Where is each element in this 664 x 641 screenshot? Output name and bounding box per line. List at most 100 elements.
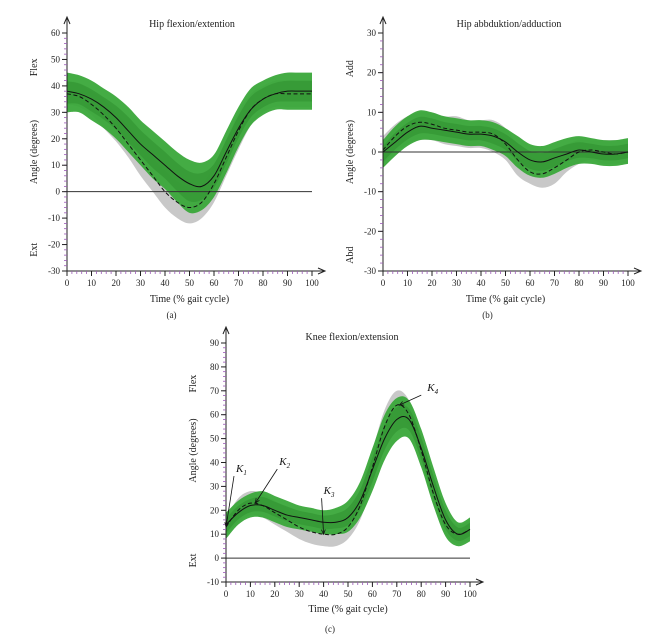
y-axis-bottom-label-c: Ext — [188, 553, 199, 567]
y-axis-top-label-b: Add — [345, 60, 356, 77]
annotation-arrow-0 — [225, 475, 235, 528]
x-tick-label-a: 30 — [136, 278, 146, 288]
x-tick-label-c: 20 — [270, 589, 280, 599]
annotation-arrow-1 — [254, 468, 278, 504]
annotation-label-0: K1 — [235, 463, 247, 477]
x-tick-label-b: 80 — [575, 278, 585, 288]
y-tick-label-a: 50 — [51, 54, 61, 64]
solid-series-line-c — [225, 415, 471, 535]
y-tick-label-a: 60 — [51, 28, 61, 38]
y-tick-label-b: 30 — [367, 28, 377, 38]
x-axis-arrow-b — [633, 267, 643, 275]
x-tick-label-b: 40 — [477, 278, 487, 288]
annotation-arrow-2 — [321, 498, 324, 535]
x-tick-label-b: 50 — [501, 278, 511, 288]
annotation-subscript-2: 3 — [330, 491, 335, 499]
y-axis-bottom-label-a: Ext — [29, 243, 40, 257]
dashed-series-line-a — [66, 92, 312, 209]
dashed-series-line-b — [382, 121, 629, 175]
y-tick-label-c: 40 — [210, 458, 220, 468]
x-tick-label-a: 60 — [210, 278, 220, 288]
chart-a: -30 -20 -10 0 10 20 30 40 50 60 0 10 20 30 40 50 60 70 80 9… — [29, 15, 327, 320]
y-tick-label-c: 10 — [210, 529, 220, 539]
y-tick-label-c: 90 — [210, 338, 220, 348]
y-tick-label-a: -20 — [48, 240, 60, 250]
y-tick-label-c: 50 — [210, 434, 220, 444]
x-tick-label-a: 20 — [112, 278, 122, 288]
annotation-subscript-1: 2 — [287, 462, 291, 470]
x-tick-label-a: 70 — [234, 278, 244, 288]
y-axis-title-a: Angle (degrees) — [29, 120, 40, 184]
y-tick-label-c: 70 — [210, 386, 220, 396]
y-tick-label-b: 20 — [367, 68, 377, 78]
annotation-arrow-3 — [399, 394, 422, 406]
x-tick-label-b: 10 — [403, 278, 413, 288]
y-tick-label-c: 20 — [210, 505, 220, 515]
y-axis-title-b: Angle (degrees) — [345, 120, 356, 184]
y-tick-label-c: 80 — [210, 362, 220, 372]
y-axis-arrow-a — [63, 15, 71, 25]
panel-label-a: (a) — [167, 310, 177, 320]
chart-title-b: Hip abbduktion/adduction — [457, 19, 562, 30]
x-tick-label-c: 30 — [295, 589, 305, 599]
y-tick-label-a: 0 — [56, 187, 61, 197]
y-axis-top-label-a: Flex — [29, 58, 40, 76]
x-tick-label-c: 40 — [319, 589, 329, 599]
x-tick-label-c: 0 — [224, 589, 229, 599]
annotation-arrowhead-1 — [254, 498, 260, 504]
x-tick-label-b: 90 — [599, 278, 609, 288]
annotation-label-3: K4 — [426, 382, 438, 396]
y-tick-label-b: -10 — [364, 187, 376, 197]
annotation-subscript-3: 4 — [435, 388, 439, 396]
x-tick-label-b: 0 — [381, 278, 386, 288]
y-tick-label-a: 10 — [51, 160, 61, 170]
green-band-core-c — [226, 405, 470, 542]
x-axis-arrow-c — [475, 578, 485, 586]
y-tick-label-a: -10 — [48, 213, 60, 223]
x-tick-label-a: 50 — [185, 278, 195, 288]
x-tick-label-c: 70 — [392, 589, 402, 599]
green-band-core-a — [67, 80, 312, 202]
x-axis-arrow-a — [317, 267, 327, 275]
chart-b: -30 -20 -10 0 10 20 30 0 10 20 30 40 50 60 70 80 90 100 Hi… — [345, 15, 643, 320]
x-axis-title-c: Time (% gait cycle) — [308, 604, 387, 615]
y-tick-label-a: 30 — [51, 107, 61, 117]
x-tick-label-a: 10 — [87, 278, 97, 288]
x-tick-label-b: 100 — [621, 278, 635, 288]
y-tick-label-c: 30 — [210, 481, 220, 491]
y-axis-arrow-c — [222, 325, 230, 335]
x-tick-label-a: 0 — [65, 278, 70, 288]
x-tick-label-b: 20 — [428, 278, 438, 288]
y-tick-label-b: -30 — [364, 266, 376, 276]
x-tick-label-c: 90 — [441, 589, 451, 599]
x-axis-title-a: Time (% gait cycle) — [150, 294, 229, 305]
y-axis-bottom-label-b: Abd — [345, 247, 356, 264]
annotation-subscript-0: 1 — [243, 469, 247, 477]
panel-label-b: (b) — [482, 310, 493, 320]
solid-series-line-b — [382, 125, 629, 163]
y-axis-title-c: Angle (degrees) — [188, 418, 199, 482]
y-axis-top-label-c: Flex — [188, 375, 199, 393]
y-tick-label-c: -10 — [207, 577, 219, 587]
y-tick-label-a: 40 — [51, 81, 61, 91]
y-tick-label-a: -30 — [48, 266, 60, 276]
annotation-label-2: K3 — [323, 485, 335, 499]
y-tick-label-b: 10 — [367, 107, 377, 117]
y-tick-label-c: 0 — [215, 553, 220, 563]
x-tick-label-c: 60 — [368, 589, 378, 599]
chart-title-a: Hip flexion/extention — [149, 19, 235, 30]
x-tick-label-a: 80 — [259, 278, 269, 288]
chart-title-c: Knee flexion/extension — [305, 332, 398, 343]
y-axis-arrow-b — [379, 15, 387, 25]
annotation-arrowhead-2 — [321, 529, 326, 536]
x-tick-label-b: 60 — [526, 278, 536, 288]
x-axis-title-b: Time (% gait cycle) — [466, 294, 545, 305]
x-tick-label-a: 40 — [161, 278, 171, 288]
x-tick-label-a: 100 — [305, 278, 319, 288]
panel-label-c: (c) — [325, 624, 335, 634]
x-tick-label-c: 10 — [246, 589, 256, 599]
y-tick-label-a: 20 — [51, 134, 61, 144]
x-tick-label-a: 90 — [283, 278, 293, 288]
x-tick-label-b: 30 — [452, 278, 462, 288]
